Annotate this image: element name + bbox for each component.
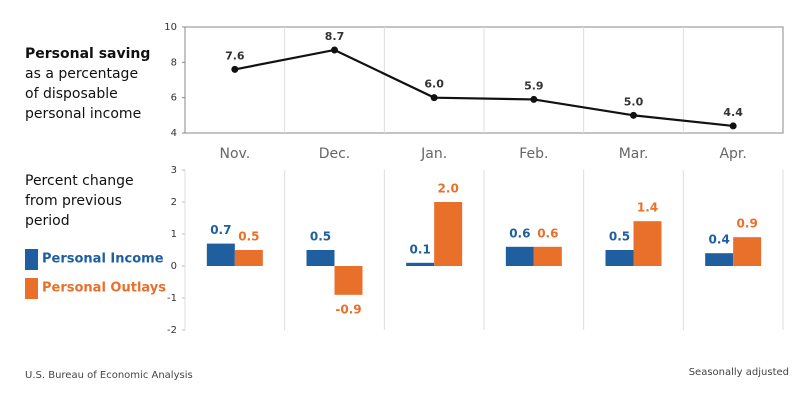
x-tick-label: Dec. xyxy=(319,146,351,162)
bar xyxy=(505,246,534,266)
bar xyxy=(206,243,235,266)
value-label: 6.0 xyxy=(424,78,444,91)
y-tick-label: 8 xyxy=(171,57,177,68)
point xyxy=(630,111,637,119)
bar xyxy=(334,266,363,295)
value-label: 0.6 xyxy=(537,226,558,240)
saving-line xyxy=(234,48,734,128)
value-label: -0.9 xyxy=(335,302,361,316)
x-tick-label: Nov. xyxy=(219,146,250,162)
y-tick-label: 6 xyxy=(171,93,177,104)
value-label: 0.7 xyxy=(210,223,231,237)
value-label: 5.9 xyxy=(524,79,544,92)
legend-swatch xyxy=(25,249,38,270)
bar xyxy=(533,246,562,266)
value-label: 0.9 xyxy=(737,217,758,231)
bar xyxy=(733,237,762,266)
value-label: 0.1 xyxy=(410,242,431,256)
value-label: 0.5 xyxy=(609,230,630,244)
legend-swatch xyxy=(25,278,38,299)
y-tick-label: 2 xyxy=(171,197,177,208)
value-label: 7.6 xyxy=(225,49,245,62)
x-tick-label: Mar. xyxy=(619,146,649,162)
bar xyxy=(705,253,734,266)
value-label: 0.5 xyxy=(310,230,331,244)
y-tick-label: 10 xyxy=(164,22,177,33)
bar xyxy=(633,221,662,266)
bar xyxy=(234,250,263,266)
x-tick-label: Feb. xyxy=(519,146,548,162)
bar xyxy=(434,202,463,266)
bar xyxy=(406,262,435,266)
point xyxy=(729,122,737,130)
value-label: 0.6 xyxy=(509,226,530,240)
saving-caption: Personal saving as a percentage of dispo… xyxy=(25,44,153,124)
value-label: 1.4 xyxy=(637,201,658,215)
value-label: 4.4 xyxy=(723,106,743,119)
y-tick-label: 0 xyxy=(171,261,177,272)
value-label: 5.0 xyxy=(624,95,644,108)
x-tick-label: Jan. xyxy=(420,146,447,162)
y-tick-label: -1 xyxy=(167,293,177,304)
change-title: Percent change from previous period xyxy=(25,173,134,229)
source: U.S. Bureau of Economic Analysis xyxy=(25,370,193,381)
legend-label: Personal Income xyxy=(42,252,164,267)
value-label: 0.5 xyxy=(238,230,259,244)
point xyxy=(430,94,438,102)
legend-label: Personal Outlays xyxy=(42,281,166,296)
y-tick-label: 1 xyxy=(171,229,177,240)
point xyxy=(231,65,239,73)
y-tick-label: -2 xyxy=(167,325,177,336)
value-label: 0.4 xyxy=(709,233,730,247)
point xyxy=(331,46,338,54)
value-label: 2.0 xyxy=(438,182,459,196)
bar xyxy=(306,250,335,266)
x-tick-label: Apr. xyxy=(719,146,746,162)
note: Seasonally adjusted xyxy=(689,367,789,378)
y-tick-label: 4 xyxy=(171,128,177,139)
chart-subtitle: as a percentage of disposable personal i… xyxy=(25,66,142,122)
y-tick-label: 3 xyxy=(171,165,177,176)
point xyxy=(530,95,538,103)
bar xyxy=(605,250,634,266)
value-label: 8.7 xyxy=(325,30,345,43)
chart-title: Personal saving xyxy=(25,46,151,62)
